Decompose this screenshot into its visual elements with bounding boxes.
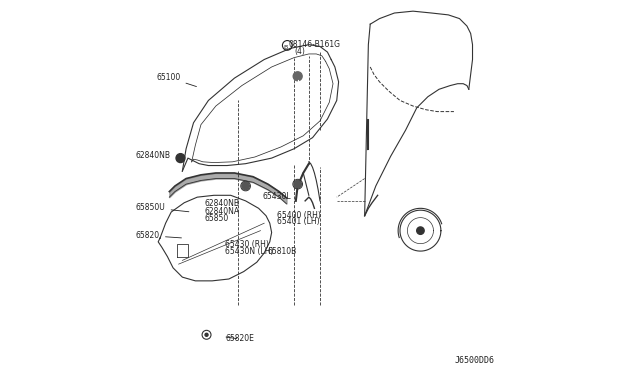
Text: B: B [284,45,288,50]
Text: 65430L: 65430L [262,192,291,201]
Text: 65820: 65820 [136,231,182,240]
Text: 62840NB: 62840NB [136,151,178,160]
Text: 65100: 65100 [156,73,196,87]
Text: 65401 (LH): 65401 (LH) [277,217,320,226]
Text: 65850U: 65850U [136,203,189,212]
Text: (4): (4) [294,47,305,56]
Text: 65430 (RH): 65430 (RH) [225,240,269,249]
Circle shape [176,154,185,163]
Circle shape [205,333,208,336]
Text: 65810B: 65810B [268,247,297,256]
Text: 62840NB: 62840NB [205,199,240,208]
Circle shape [417,227,424,234]
Text: 65400 (RH): 65400 (RH) [277,211,321,219]
Text: 65430N (LH): 65430N (LH) [225,247,274,256]
Text: 65820E: 65820E [225,334,254,343]
Text: 65850: 65850 [205,214,229,223]
Circle shape [293,72,302,81]
Circle shape [242,182,250,190]
Text: 62840NA: 62840NA [205,207,240,216]
Text: 08146-B161G: 08146-B161G [289,39,340,48]
Text: J6500DD6: J6500DD6 [455,356,495,365]
Circle shape [294,180,301,188]
